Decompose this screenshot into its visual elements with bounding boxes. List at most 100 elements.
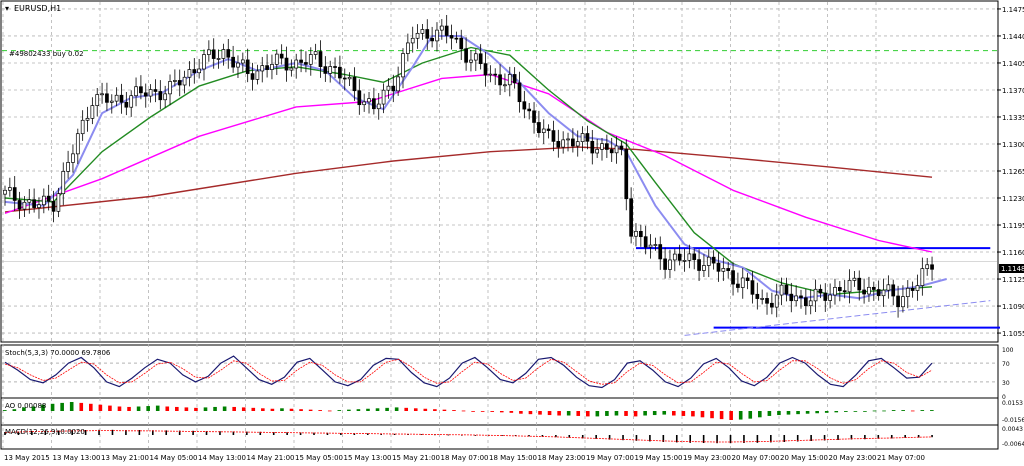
candle-body: [910, 287, 915, 291]
candle-body: [794, 295, 798, 302]
ao-bar: [681, 411, 686, 416]
candle-body: [265, 65, 269, 70]
ao-bar: [89, 403, 93, 411]
candle-body: [95, 94, 100, 106]
macd-bar: [393, 433, 396, 435]
macd-bar: [662, 435, 665, 442]
macd-bar: [501, 435, 503, 436]
macd-panel[interactable]: [0, 424, 999, 450]
ao-tick-label: -0.0156: [1002, 417, 1024, 424]
candle-body: [517, 82, 522, 103]
ao-bar: [327, 410, 332, 412]
candle-body: [71, 153, 75, 163]
candle-body: [56, 193, 61, 212]
candle-body: [488, 73, 493, 76]
candle-body: [677, 253, 682, 261]
candle-body: [862, 289, 866, 295]
symbol-caret-icon[interactable]: ▾: [5, 4, 9, 13]
macd-bar: [57, 430, 60, 435]
price-tick-label: 1.1090: [1002, 303, 1024, 311]
candle-body: [930, 264, 934, 270]
ao-bar: [557, 411, 561, 416]
candle-body: [139, 86, 143, 94]
candle-body: [410, 37, 415, 44]
candle-body: [736, 283, 740, 288]
candle-body: [22, 201, 27, 210]
macd-bar: [272, 432, 275, 435]
symbol-title: EURUSD,H1: [14, 4, 61, 13]
candle-body: [294, 59, 299, 69]
ao-bar: [777, 411, 781, 416]
stoch-tick-label: 70: [1002, 361, 1010, 368]
stoch-tick-label: 30: [1002, 380, 1010, 387]
ao-bar: [433, 409, 437, 411]
candle-body: [192, 69, 197, 74]
macd-bar: [246, 431, 248, 435]
macd-bar: [111, 429, 114, 435]
stoch-tick-label: 0: [1002, 394, 1006, 401]
ao-bar: [79, 402, 84, 411]
candle-body: [503, 84, 507, 87]
candle-body: [808, 300, 813, 307]
candle-body: [842, 290, 847, 293]
candle-body: [915, 285, 920, 291]
macd-histogram: 0.0043 -0.0064: [4, 426, 1024, 448]
order-label[interactable]: #49802433 buy 0.02: [9, 50, 84, 58]
stochastic-lines: 100 70 30 0: [2, 347, 1014, 401]
macd-bar: [125, 430, 127, 435]
time-tick-label: 19 May 15:00: [635, 454, 683, 462]
macd-bar: [716, 435, 718, 444]
stoch-panel[interactable]: [0, 344, 999, 399]
candle-body: [571, 138, 575, 147]
macd-bar: [98, 429, 100, 435]
macd-bar: [622, 435, 624, 441]
time-tick-label: 20 May 23:00: [829, 454, 877, 462]
candle-body: [867, 286, 871, 295]
macd-bar: [743, 435, 745, 443]
price-tick-label: 1.1125: [1002, 276, 1024, 284]
current-price-label: 1.1148: [1001, 265, 1024, 273]
ao-bar: [117, 406, 122, 411]
candle-body: [459, 37, 464, 50]
candle-body: [430, 37, 434, 42]
candle-body: [177, 80, 182, 86]
macd-bar: [474, 435, 477, 436]
ao-bar: [576, 411, 581, 416]
ao-bar: [490, 411, 495, 412]
ao-bar: [175, 406, 179, 411]
ao-bar: [136, 406, 141, 411]
candle-body: [658, 244, 663, 260]
candle-body: [415, 32, 420, 39]
candle-body: [124, 101, 129, 108]
candle-body: [711, 256, 716, 264]
macd-bar: [514, 435, 517, 436]
macd-bar: [299, 432, 302, 435]
macd-bar: [326, 432, 329, 435]
macd-bar: [568, 435, 571, 438]
ao-bar: [12, 409, 17, 411]
candle-body: [216, 58, 221, 60]
macd-bar: [675, 435, 678, 443]
candle-body: [80, 119, 85, 135]
ao-bar: [710, 411, 714, 419]
macd-bar: [259, 431, 262, 435]
candle-body: [891, 284, 896, 297]
candle-body: [721, 268, 726, 272]
candle-body: [624, 149, 629, 200]
candle-body: [129, 95, 134, 108]
macd-bar: [796, 435, 799, 442]
candle-body: [299, 59, 303, 63]
ao-bar: [280, 408, 284, 411]
macd-bar: [864, 435, 866, 440]
ao-bar: [910, 410, 915, 412]
candle-body: [308, 54, 313, 65]
stoch-line: [4, 358, 933, 385]
candle-body: [493, 73, 498, 76]
candle-body: [197, 68, 201, 74]
candle-body: [250, 73, 255, 80]
ao-bar: [375, 408, 380, 411]
ao-panel[interactable]: [0, 397, 999, 426]
candle-body: [614, 145, 619, 154]
macd-bar: [407, 434, 409, 435]
